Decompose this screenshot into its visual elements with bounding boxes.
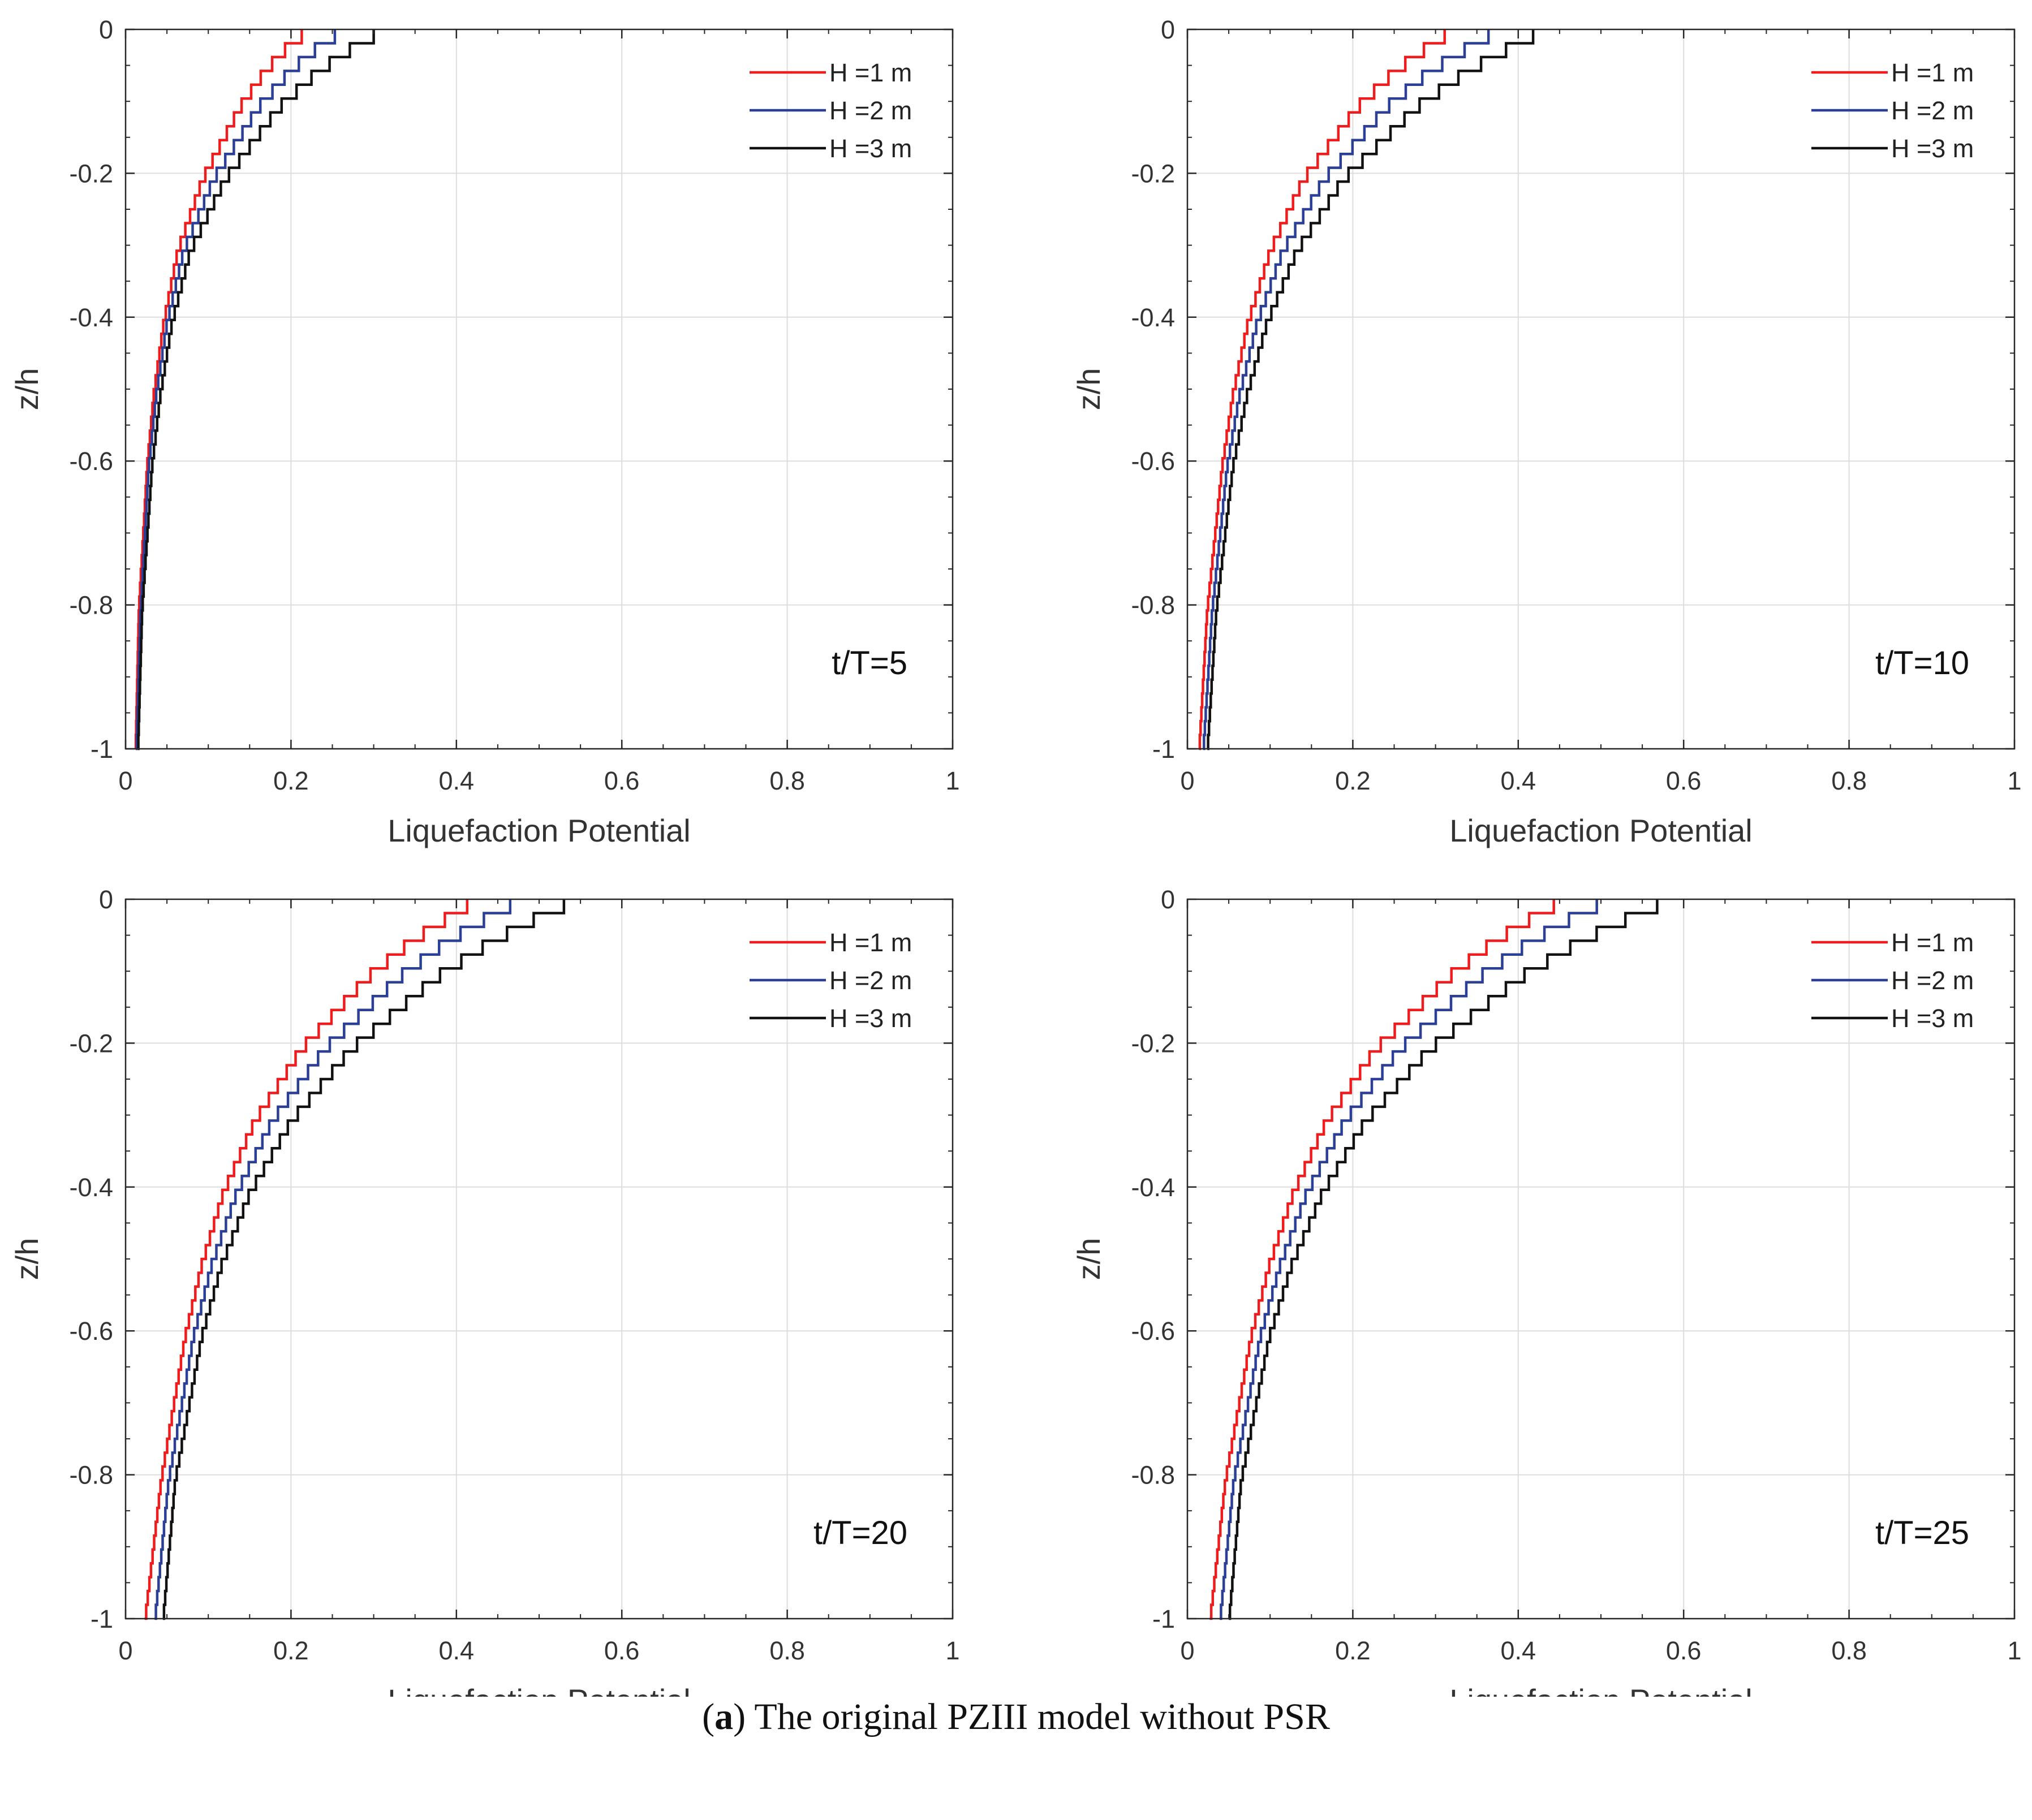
x-tick-label: 0.2: [273, 766, 309, 795]
legend-label-H2: H =2 m: [1891, 966, 1974, 995]
x-tick-label: 0.2: [273, 1636, 309, 1665]
legend-label-H2: H =2 m: [1891, 96, 1974, 125]
legend-label-H1: H =1 m: [829, 928, 912, 957]
axes-box: [1186, 28, 2016, 750]
time-annotation: t/T=25: [1875, 1515, 1969, 1551]
time-annotation: t/T=10: [1875, 645, 1969, 682]
y-tick-label: -0.4: [1131, 1173, 1175, 1202]
x-tick-label: 0.4: [439, 766, 475, 795]
x-tick-label: 0.8: [1831, 1636, 1867, 1665]
y-tick-label: -1: [91, 1605, 113, 1633]
series-line-H1: [134, 29, 303, 751]
y-tick-label: -0.2: [1131, 159, 1175, 188]
legend-label-H3: H =3 m: [829, 134, 912, 163]
x-tick-label: 0.4: [1501, 1636, 1536, 1665]
series-line-H3: [162, 899, 566, 1620]
x-tick-label: 0.8: [1831, 766, 1867, 795]
x-tick-label: 0.2: [1335, 1636, 1371, 1665]
chart-panel-2: 0 0.2 0.4 0.6 0.8 1 0 -0.2 -0.4 -0.6 -0.8 -1 Liquefa…: [1071, 15, 2022, 848]
series-line-H1: [1198, 29, 1446, 751]
y-axis-label: z/h: [9, 368, 45, 411]
x-tick-label: 1: [945, 766, 959, 795]
y-tick-label: -0.2: [69, 159, 113, 188]
y-tick-label: 0: [1161, 15, 1175, 44]
y-tick-label: -0.8: [1131, 591, 1175, 620]
y-tick-label: -0.6: [69, 447, 113, 476]
x-tick-label: 1: [945, 1636, 959, 1665]
series-line-H1: [144, 899, 469, 1620]
x-tick-label: 0: [1180, 1636, 1194, 1665]
y-tick-label: -0.4: [1131, 303, 1175, 332]
chart-panel-1: 0 0.2 0.4 0.6 0.8 1 0 -0.2 -0.4 -0.6 -0.8 -1 Liquefa…: [9, 15, 960, 848]
y-tick-label: -0.8: [1131, 1461, 1175, 1490]
x-axis-label: Liquefaction Potential: [388, 813, 691, 848]
legend-label-H1: H =1 m: [1891, 58, 1974, 87]
x-tick-label: 0.6: [604, 766, 640, 795]
time-annotation: t/T=20: [813, 1515, 907, 1551]
series-line-H1: [1209, 899, 1555, 1620]
x-tick-label: 0.6: [604, 1636, 640, 1665]
legend-label-H2: H =2 m: [829, 966, 912, 995]
series-line-H2: [1203, 29, 1490, 751]
time-annotation: t/T=5: [832, 645, 907, 682]
x-tick-label: 0.2: [1335, 766, 1371, 795]
x-tick-label: 0.4: [439, 1636, 475, 1665]
chart-panel-3: 0 0.2 0.4 0.6 0.8 1 0 -0.2 -0.4 -0.6 -0.8 -1 Liquefa…: [9, 885, 960, 1697]
y-tick-label: -0.4: [69, 303, 113, 332]
x-axis-label: Liquefaction Potential: [388, 1683, 691, 1697]
x-tick-label: 0: [118, 1636, 132, 1665]
series-line-H3: [1228, 899, 1659, 1620]
series-line-H3: [1207, 29, 1535, 751]
x-tick-label: 0.6: [1666, 1636, 1702, 1665]
x-tick-label: 0.4: [1501, 766, 1536, 795]
y-tick-label: -0.6: [1131, 447, 1175, 476]
chart-panel-4: 0 0.2 0.4 0.6 0.8 1 0 -0.2 -0.4 -0.6 -0.8 -1 Liquefa…: [1071, 885, 2022, 1697]
y-tick-label: -0.6: [69, 1317, 113, 1345]
y-tick-label: 0: [1161, 885, 1175, 914]
y-tick-label: -0.2: [69, 1029, 113, 1058]
caption-open-paren: (: [702, 1696, 715, 1737]
x-tick-label: 0: [1180, 766, 1194, 795]
legend-label-H1: H =1 m: [1891, 928, 1974, 957]
y-axis-label: z/h: [1071, 1238, 1107, 1280]
x-tick-label: 1: [2007, 1636, 2021, 1665]
y-tick-label: -1: [1152, 735, 1175, 764]
series-line-H2: [135, 29, 337, 751]
legend-label-H3: H =3 m: [1891, 1004, 1974, 1033]
axes-box: [124, 898, 954, 1620]
x-axis-label: Liquefaction Potential: [1449, 1683, 1753, 1697]
x-tick-label: 0.8: [769, 1636, 805, 1665]
y-axis-label: z/h: [9, 1238, 45, 1280]
y-tick-label: 0: [99, 885, 113, 914]
caption-letter: a: [714, 1696, 734, 1737]
x-tick-label: 0: [118, 766, 132, 795]
figure-canvas: 0 0.2 0.4 0.6 0.8 1 0 -0.2 -0.4 -0.6 -0.8 -1 Liquefa…: [9, 15, 2022, 1697]
x-tick-label: 1: [2007, 766, 2021, 795]
x-tick-label: 0.8: [769, 766, 805, 795]
y-tick-label: -0.2: [1131, 1029, 1175, 1058]
y-tick-label: -0.8: [69, 1461, 113, 1490]
y-axis-label: z/h: [1071, 368, 1107, 411]
x-tick-label: 0.6: [1666, 766, 1702, 795]
y-tick-label: -1: [91, 735, 113, 764]
y-tick-label: -0.6: [1131, 1317, 1175, 1345]
y-tick-label: -0.8: [69, 591, 113, 620]
figure-caption: (a) The original PZIII model without PSR: [0, 1696, 2032, 1739]
x-axis-label: Liquefaction Potential: [1449, 813, 1753, 848]
y-tick-label: -1: [1152, 1605, 1175, 1633]
y-tick-label: -0.4: [69, 1173, 113, 1202]
y-tick-label: 0: [99, 15, 113, 44]
series-line-H3: [137, 29, 375, 751]
caption-text: ) The original PZIII model without PSR: [733, 1696, 1330, 1737]
legend-label-H3: H =3 m: [1891, 134, 1974, 163]
axes-box: [1186, 898, 2016, 1620]
legend-label-H1: H =1 m: [829, 58, 912, 87]
series-line-H2: [1220, 899, 1598, 1620]
axes-box: [124, 28, 954, 750]
legend-label-H2: H =2 m: [829, 96, 912, 125]
legend-label-H3: H =3 m: [829, 1004, 912, 1033]
series-line-H2: [154, 899, 512, 1620]
